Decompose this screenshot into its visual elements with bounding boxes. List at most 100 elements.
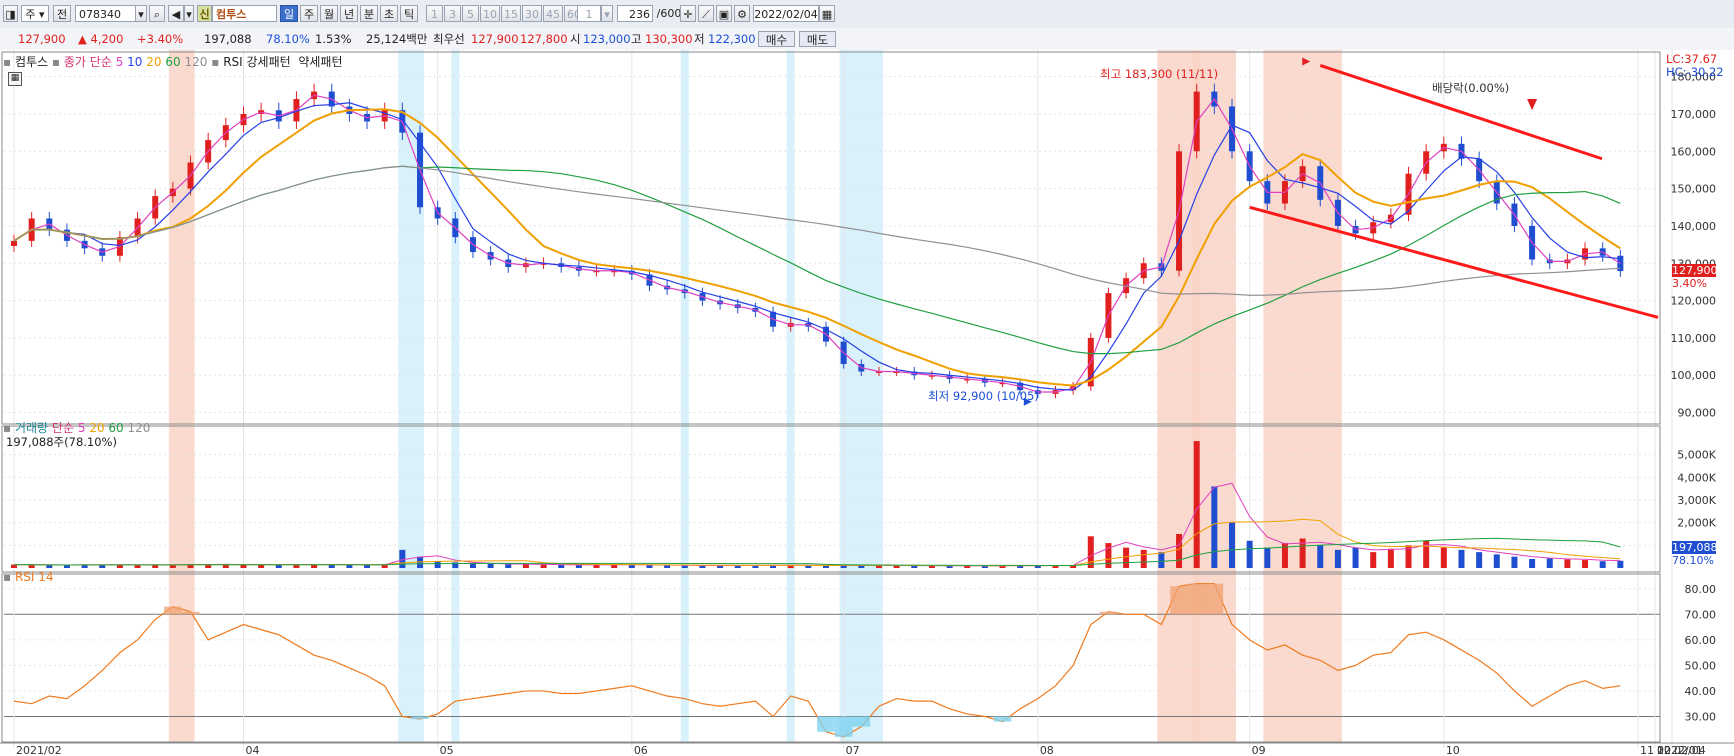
volume-bar [699,565,706,568]
volume-bar [1211,486,1218,568]
volume-bar [275,564,282,568]
trendline-icon[interactable]: ⟋ [698,5,714,22]
bull-zone-0 [168,50,195,742]
candle-body [875,371,882,373]
volume-bar [505,564,512,568]
volume-bar [805,565,812,568]
volume-bar [1334,549,1341,568]
legend-vol-ma120: 120 [127,421,151,435]
month-label: 10 [1446,744,1460,756]
sound-dropdown-icon[interactable]: ▾ [184,5,194,22]
volume-bar [364,564,371,568]
rsi-tick-label: 70.00 [1685,608,1717,621]
open-label: 시 [570,32,581,46]
volume-bar [11,564,17,568]
month-label: 08 [1040,744,1054,756]
candle-body [593,270,600,273]
volume-bar [1599,561,1606,568]
range-input[interactable]: 236 [617,5,653,22]
volume-legend: ▪ 거래량 단순 5 20 60 120 [3,421,151,435]
volume-bar [611,564,618,568]
period-tab-4[interactable]: 분 [360,5,378,22]
period-tab-1[interactable]: 주 [300,5,318,22]
date-input[interactable]: 2022/02/04 [753,5,819,22]
volume-bar [99,564,106,568]
sound-icon[interactable]: ◀ [168,5,184,22]
stock-chart[interactable]: 90,000100,000110,000120,000130,000140,00… [0,50,1734,756]
stock-name[interactable]: 컴투스 [212,5,277,22]
rsi-tick-label: 80.00 [1685,583,1717,596]
month-label: 02/04 [1674,744,1706,756]
month-label: 06 [634,744,648,756]
candle-body [11,240,17,246]
volume-bar [1476,552,1483,568]
sell-button[interactable]: 매도 [799,31,836,47]
save-icon[interactable]: ▣ [716,5,732,22]
volume-bar [381,564,388,568]
rsi-oversold-fill [817,716,835,732]
dividend-annotation: 배당락(0.00%) [1432,81,1510,95]
candle-body [611,270,618,273]
prev-button[interactable]: 전 [53,5,71,22]
minute-tab-10[interactable]: 10 [480,5,500,22]
low-arrow-icon [1023,397,1032,406]
panel-frame-1 [1,425,1661,573]
price-change: ▲ 4,200 [78,32,124,46]
candle-body [928,375,935,377]
price-tick-label: 100,000 [1671,369,1717,382]
buy-button[interactable]: 매수 [758,31,795,47]
chart-menu-icon[interactable]: ◨ [3,5,18,22]
code-dropdown-icon[interactable]: ▾ [135,5,147,22]
price-tick-label: 150,000 [1671,183,1717,196]
volume-bar [152,564,159,568]
volume-bar [205,564,212,568]
count-dropdown-icon[interactable]: ▾ [601,5,613,22]
high-annotation: 최고 183,300 (11/11) [1100,67,1219,81]
volume-bar [770,565,777,568]
volume-bar [664,565,671,568]
price-change-pct: +3.40% [137,32,184,46]
minute-tab-30[interactable]: 30 [522,5,542,22]
rsi-oversold-fill [852,716,871,727]
stock-code-input[interactable]: 078340 [75,5,136,22]
volume-bar [1176,534,1183,568]
period-tab-6[interactable]: 틱 [400,5,418,22]
period-tab-5[interactable]: 초 [380,5,398,22]
calendar-icon[interactable]: ▦ [819,5,835,22]
volume-bar [240,564,247,568]
hc-readout: HC:-30.22 [1666,65,1724,79]
volume-bar [1087,536,1094,568]
grid-toggle-icon[interactable]: ▦ [8,72,22,86]
period-tab-0[interactable]: 일 [280,5,298,22]
volume-bar [964,565,971,568]
volume-bar [187,564,194,568]
count-select[interactable]: 1 [577,5,601,22]
volume-bar [928,565,935,568]
open-price: 123,000 [583,32,631,46]
bear-zone-4 [680,50,689,742]
month-label: 2021/02 [16,744,62,756]
volume-bar [487,563,494,568]
volume-bar [169,565,176,568]
volume-bar [1423,540,1430,568]
minute-tab-5[interactable]: 5 [462,5,479,22]
minute-tab-1[interactable]: 1 [426,5,443,22]
search-icon[interactable]: ⌕ [149,5,165,22]
minute-tab-45[interactable]: 45 [543,5,563,22]
period-select[interactable]: 주 ▾ [21,5,49,22]
ma5-line [13,94,1621,393]
crosshair-icon[interactable]: ✛ [680,5,696,22]
volume-tick-label: 2,000K [1677,517,1716,530]
volume-bar [522,564,529,568]
gear-icon[interactable]: ⚙ [734,5,750,22]
minute-tab-3[interactable]: 3 [444,5,461,22]
ma120-line [13,165,1621,296]
legend-rsi-weak: 약세패턴 [298,55,343,69]
minute-tab-15[interactable]: 15 [501,5,521,22]
legend-vol-ma-label: 단순 [51,421,75,435]
period-tab-3[interactable]: 년 [340,5,358,22]
legend-ma60: 60 [165,55,181,69]
legend-ma120: 120 [184,55,208,69]
legend-ma5: 5 [115,55,124,69]
period-tab-2[interactable]: 월 [320,5,338,22]
